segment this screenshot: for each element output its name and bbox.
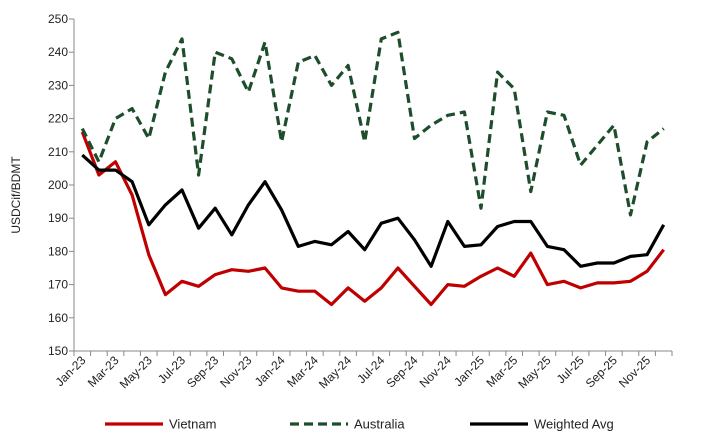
series-line-vietnam xyxy=(80,131,665,307)
x-tick-label: Nov-24 xyxy=(417,353,454,390)
x-tick-label: May-24 xyxy=(316,353,354,391)
legend-label-weighted-avg: Weighted Avg xyxy=(534,417,614,432)
y-tick-label: 190 xyxy=(48,211,68,225)
legend: Vietnam Australia Weighted Avg xyxy=(105,417,614,432)
y-tick-label: 230 xyxy=(48,78,68,92)
x-tick-label: Sep-23 xyxy=(184,353,221,390)
y-tick-label: 170 xyxy=(48,278,68,292)
y-tick-label: 250 xyxy=(48,12,68,26)
x-tick-label: Jan-23 xyxy=(53,353,89,389)
y-tick-label: 160 xyxy=(48,311,68,325)
series-line-weighted-avg xyxy=(81,153,666,268)
x-tick-label: Jan-24 xyxy=(252,353,288,389)
x-tick-label: Sep-24 xyxy=(383,353,420,390)
x-tick-label: Nov-25 xyxy=(616,353,653,390)
legend-label-australia: Australia xyxy=(354,417,405,432)
x-tick-label: Mar-24 xyxy=(284,353,321,390)
x-tick-label: Jan-25 xyxy=(451,353,487,389)
y-tick-label: 220 xyxy=(48,112,68,126)
y-axis-title: USDCif/BDMT xyxy=(9,156,23,234)
series-line-australia xyxy=(80,30,665,217)
x-tick-label: Sep-25 xyxy=(583,353,620,390)
y-axis: 150 160 170 180 190 200 210 220 230 240 250 xyxy=(48,12,75,358)
x-tick-label: Mar-25 xyxy=(484,353,521,390)
x-tick-label: Nov-23 xyxy=(217,353,254,390)
y-tick-label: 180 xyxy=(48,244,68,258)
y-tick-label: 240 xyxy=(48,45,68,59)
x-tick-label: May-25 xyxy=(515,353,553,391)
y-tick-label: 150 xyxy=(48,344,68,358)
series-lines xyxy=(80,30,666,307)
x-tick-label: May-23 xyxy=(117,353,155,391)
y-tick-label: 200 xyxy=(48,178,68,192)
legend-label-vietnam: Vietnam xyxy=(169,417,216,432)
x-tick-label: Mar-23 xyxy=(85,353,122,390)
y-tick-label: 210 xyxy=(48,145,68,159)
